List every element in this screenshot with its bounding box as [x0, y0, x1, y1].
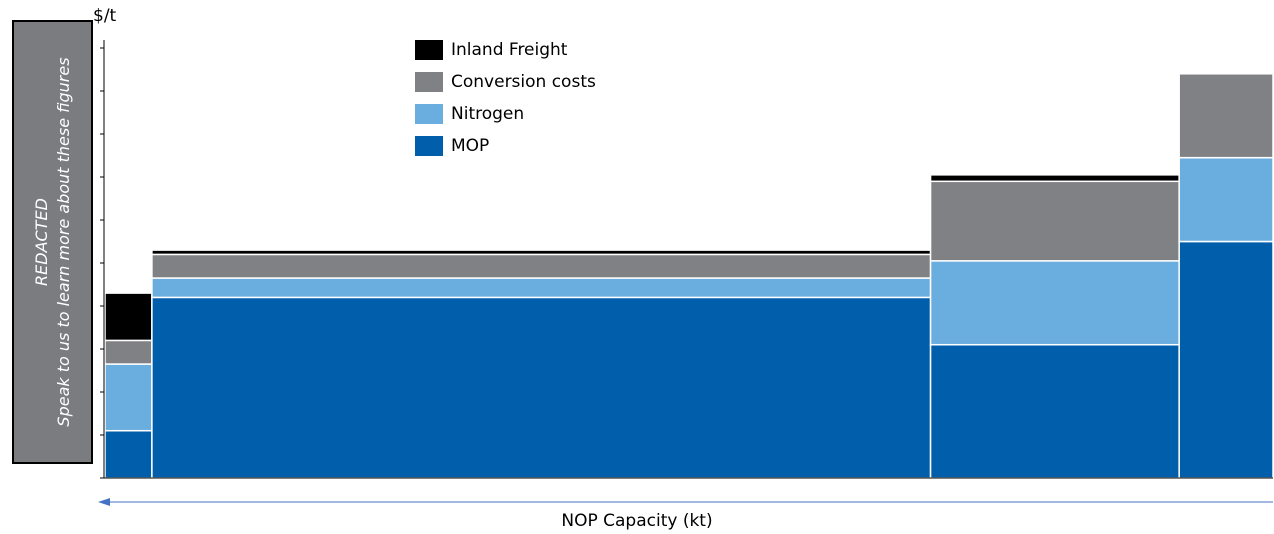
redacted-title: REDACTED — [31, 198, 51, 286]
legend-swatch-mop — [415, 136, 443, 156]
legend-item-mop: MOP — [415, 130, 596, 162]
bar-1-mop — [104, 429, 153, 479]
bar-2-inland-freight — [151, 249, 932, 256]
legend-swatch-conversion-costs — [415, 72, 443, 92]
bar-4-nitrogen — [1178, 156, 1274, 243]
legend-item-conversion-costs: Conversion costs — [415, 66, 596, 98]
legend-item-inland-freight: Inland Freight — [415, 34, 596, 66]
bar-1-nitrogen — [104, 363, 153, 432]
bar-2-mop — [151, 296, 932, 479]
legend-item-nitrogen: Nitrogen — [415, 98, 596, 130]
legend-label-mop: MOP — [451, 136, 490, 156]
y-axis-unit-label: $/t — [93, 6, 117, 26]
redacted-subtitle: Speak to us to learn more about these fi… — [53, 57, 73, 427]
x-direction-arrow-head — [98, 498, 110, 506]
bar-3-conversion-costs — [929, 180, 1180, 262]
bar-1-inland-freight — [104, 292, 153, 342]
redacted-text: REDACTED Speak to us to learn more about… — [31, 32, 75, 452]
bar-4-conversion-costs — [1178, 73, 1274, 159]
legend-swatch-nitrogen — [415, 104, 443, 124]
bar-3-nitrogen — [929, 260, 1180, 346]
legend-label-nitrogen: Nitrogen — [451, 104, 525, 124]
x-axis-label: NOP Capacity (kt) — [561, 511, 713, 531]
legend-label-conversion-costs: Conversion costs — [451, 72, 596, 92]
bar-2-conversion-costs — [151, 253, 932, 279]
redacted-overlay: REDACTED Speak to us to learn more about… — [12, 20, 93, 464]
bar-1-conversion-costs — [104, 339, 153, 365]
bar-3-mop — [929, 343, 1180, 479]
legend-label-inland-freight: Inland Freight — [451, 40, 568, 60]
chart-legend: Inland Freight Conversion costs Nitrogen… — [415, 34, 596, 162]
bar-2-nitrogen — [151, 277, 932, 299]
bar-4-mop — [1178, 240, 1274, 479]
legend-swatch-inland-freight — [415, 40, 443, 60]
bar-3-inland-freight — [929, 174, 1180, 183]
